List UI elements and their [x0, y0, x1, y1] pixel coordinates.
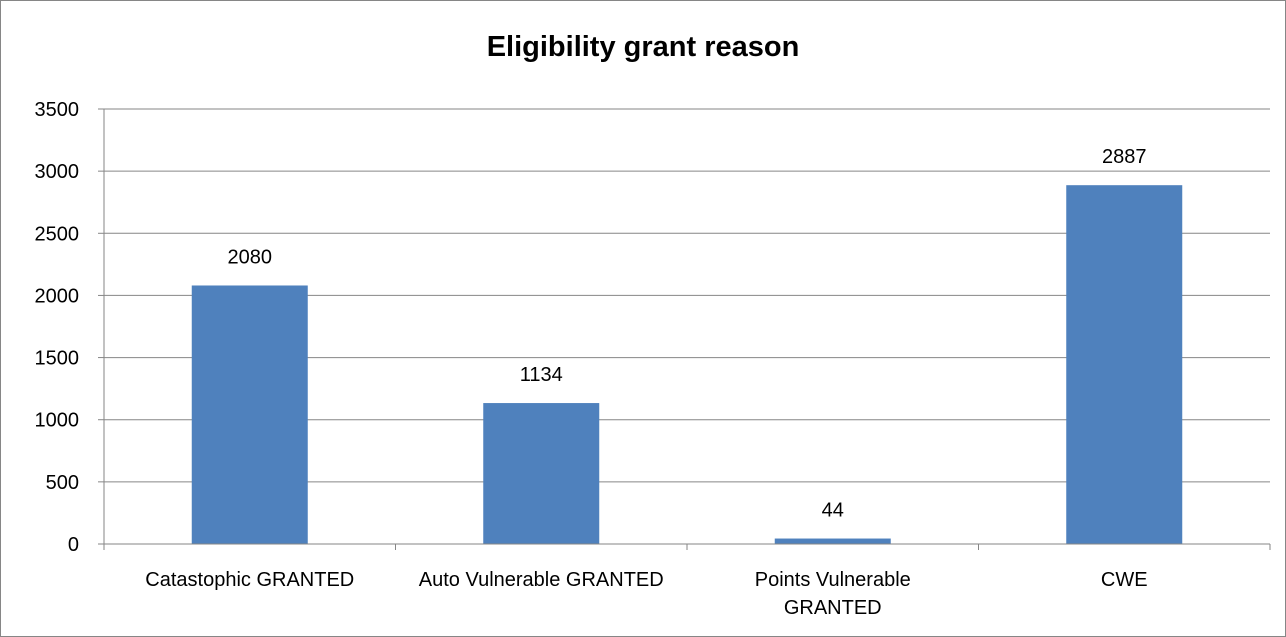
chart-title: Eligibility grant reason	[486, 31, 800, 63]
x-tick-label: Catastophic GRANTED	[145, 569, 354, 591]
y-tick-label: 500	[46, 472, 79, 494]
bar	[483, 403, 600, 544]
data-label: 2080	[228, 246, 273, 268]
data-label: 44	[822, 500, 844, 522]
y-tick-label: 1500	[35, 348, 80, 370]
y-tick-label: 2000	[35, 285, 80, 307]
x-tick-label: CWE	[1101, 569, 1148, 591]
bar	[774, 538, 891, 544]
y-tick-label: 0	[68, 534, 79, 556]
x-tick-label: GRANTED	[784, 597, 882, 619]
y-tick-label: 2500	[35, 223, 80, 245]
x-tick-label: Points Vulnerable	[755, 569, 911, 591]
bar	[1066, 185, 1183, 545]
data-label: 2887	[1102, 146, 1147, 168]
y-tick-label: 3500	[35, 99, 80, 121]
data-label: 1134	[520, 364, 563, 386]
bar	[191, 285, 308, 544]
y-tick-label: 3000	[35, 161, 80, 183]
x-tick-label: Auto Vulnerable GRANTED	[419, 569, 664, 591]
y-tick-label: 1000	[35, 410, 80, 432]
